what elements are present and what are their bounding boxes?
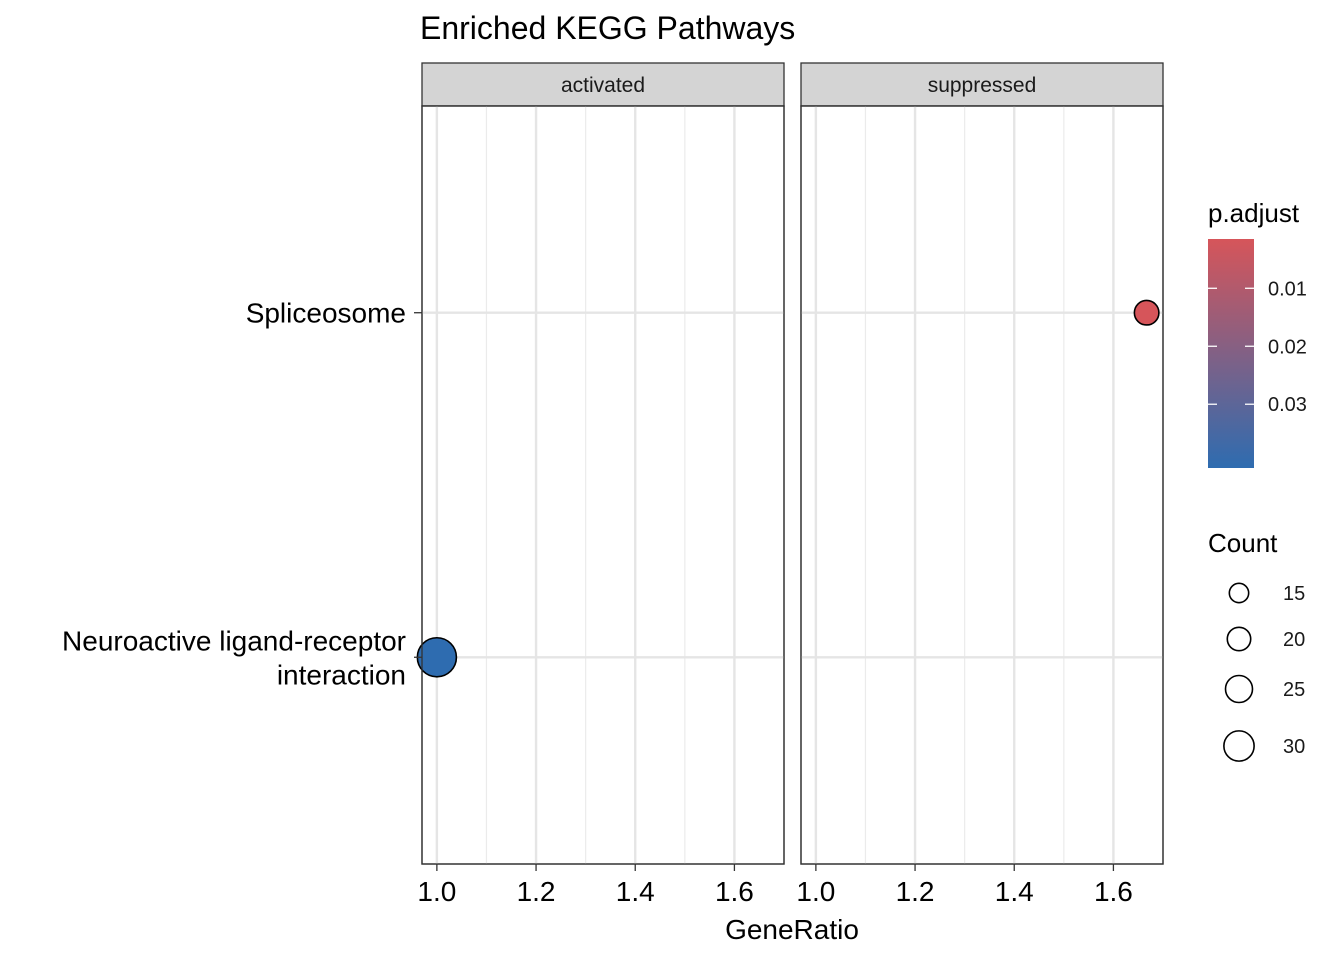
x-tick-label: 1.2 [517,876,556,907]
size-legend-label: 25 [1283,679,1305,701]
strip-label-suppressed: suppressed [928,74,1037,97]
points-activated [416,636,458,678]
size-legend-label: 15 [1283,583,1305,605]
x-tick-label: 1.4 [616,876,655,907]
colorbar-label: 0.02 [1268,336,1307,358]
x-tick-label: 1.2 [896,876,935,907]
grid-activated [422,106,784,864]
y-tick-label: interaction [277,659,406,690]
count-legend: Count 15 20 25 30 [1208,528,1305,762]
x-tick-label: 1.0 [417,876,456,907]
size-legend-key [1224,674,1254,704]
p-adjust-legend-title: p.adjust [1208,198,1300,228]
colorbar-label: 0.03 [1268,394,1307,416]
points-suppressed [1133,299,1160,326]
panel-border-suppressed [800,105,1164,865]
count-legend-title: Count [1208,528,1278,558]
size-legend-key [1228,582,1250,604]
size-legend-key [1226,626,1252,652]
x-tick-label: 1.6 [1094,876,1133,907]
facet-panel-suppressed: suppressed 1.0 1.2 1.4 1.6 [796,62,1164,907]
p-adjust-legend: p.adjust 0.01 0.02 0.03 [1208,198,1307,468]
data-point [1133,299,1160,326]
y-tick-label: Neuroactive ligand-receptor [62,625,406,656]
chart-title: Enriched KEGG Pathways [420,10,795,46]
y-tick-label: Spliceosome [246,298,406,329]
x-tick-label: 1.4 [995,876,1034,907]
grid-suppressed [801,106,1163,864]
strip-label-activated: activated [561,74,645,97]
x-tick-label: 1.0 [796,876,835,907]
size-legend-key [1223,730,1255,762]
size-legend-label: 20 [1283,629,1305,651]
x-axis-title: GeneRatio [725,914,859,945]
panel-border-activated [421,105,785,865]
x-tick-label: 1.6 [715,876,754,907]
strip-activated [421,62,785,107]
size-legend-label: 30 [1283,736,1305,758]
x-axis-suppressed: 1.0 1.2 1.4 1.6 [796,864,1133,907]
panel-background-suppressed [800,105,1164,865]
data-point [416,636,458,678]
panel-background-activated [421,105,785,865]
p-adjust-colorbar [1208,239,1254,468]
facet-panel-activated: activated 1.0 1.2 1.4 1.6 [416,62,785,907]
colorbar-label: 0.01 [1268,278,1307,300]
x-axis-activated: 1.0 1.2 1.4 1.6 [417,864,754,907]
